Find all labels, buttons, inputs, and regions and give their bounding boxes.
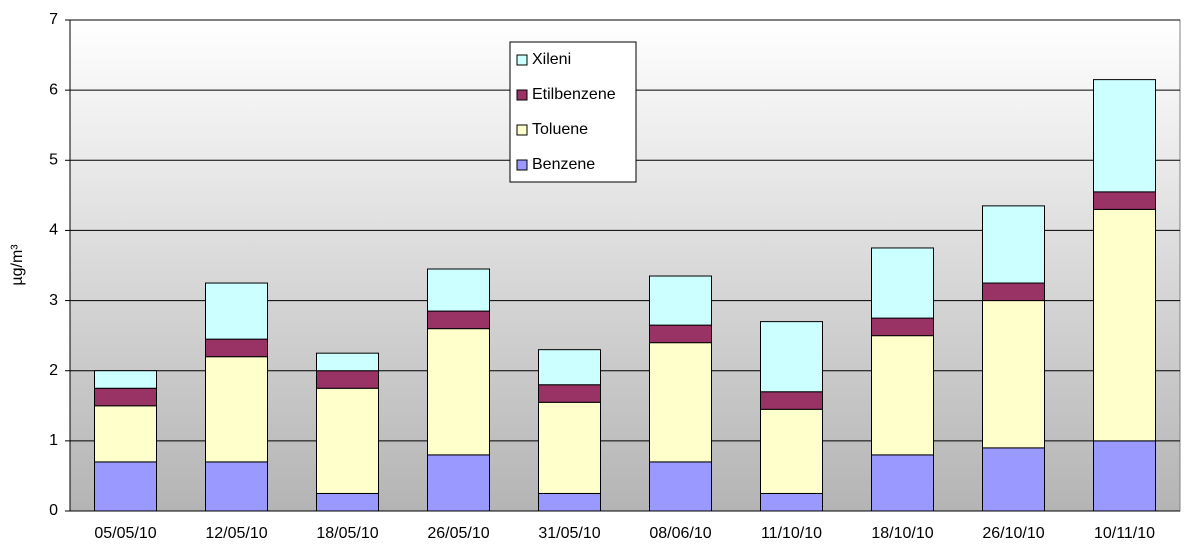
bar-segment: [427, 328, 490, 456]
bar-segment: [205, 282, 268, 340]
y-tick-label: 7: [49, 11, 58, 28]
bar-segment: [871, 317, 934, 337]
y-tick-label: 6: [49, 81, 58, 98]
y-tick-label: 0: [49, 502, 58, 519]
bar-segment: [649, 342, 712, 463]
bar-segment: [1093, 191, 1156, 210]
y-tick-label: 2: [49, 362, 58, 379]
bar-segment: [982, 300, 1045, 449]
bar-segment: [427, 310, 490, 330]
x-tick-label: 05/05/10: [94, 525, 156, 542]
bar-segment: [316, 492, 379, 512]
x-tick-label: 31/05/10: [538, 525, 600, 542]
bar-segment: [316, 387, 379, 494]
bar-segment: [94, 370, 157, 389]
y-tick-label: 1: [49, 432, 58, 449]
bar-segment: [205, 461, 268, 512]
bar-segment: [1093, 208, 1156, 442]
bar-segment: [427, 454, 490, 512]
bar-segment: [760, 492, 823, 512]
bar-segment: [982, 282, 1045, 302]
bar-segment: [760, 321, 823, 393]
legend-label: Xileni: [532, 51, 571, 68]
bar-segment: [94, 461, 157, 512]
bar-segment: [538, 349, 601, 386]
bar-segment: [316, 352, 379, 372]
legend-swatch: [516, 54, 528, 66]
bar-segment: [94, 405, 157, 463]
bar-segment: [982, 205, 1045, 284]
bar-segment: [538, 401, 601, 494]
x-tick-label: 11/10/10: [761, 525, 822, 542]
x-tick-label: 26/10/10: [982, 525, 1044, 542]
bar-segment: [871, 454, 934, 512]
y-tick-label: 4: [49, 222, 58, 239]
x-tick-label: 08/06/10: [649, 525, 711, 542]
bar-segment: [871, 247, 934, 319]
bar-segment: [538, 492, 601, 512]
bar-segment: [760, 408, 823, 494]
y-axis-label: µg/m³: [9, 244, 26, 286]
bar-segment: [982, 447, 1045, 512]
x-tick-label: 18/05/10: [316, 525, 378, 542]
x-tick-label: 12/05/10: [205, 525, 267, 542]
bar-segment: [205, 338, 268, 358]
x-tick-label: 26/05/10: [427, 525, 489, 542]
bar-segment: [649, 461, 712, 512]
legend-swatch: [516, 159, 528, 171]
x-tick-label: 18/10/10: [871, 525, 933, 542]
bar-segment: [538, 384, 601, 403]
bar-segment: [94, 387, 157, 407]
bar-segment: [760, 391, 823, 410]
bar-segment: [1093, 79, 1156, 193]
legend-label: Etilbenzene: [532, 86, 616, 103]
legend-swatch: [516, 89, 528, 101]
bar-segment: [205, 356, 268, 463]
bar-segment: [871, 335, 934, 456]
legend-box: [509, 41, 637, 183]
legend-swatch: [516, 124, 528, 136]
y-tick-label: 5: [49, 152, 58, 169]
legend-label: Benzene: [532, 156, 595, 173]
bar-segment: [427, 268, 490, 312]
x-tick-label: 10/11/10: [1094, 525, 1155, 542]
y-tick-label: 3: [49, 292, 58, 309]
bar-segment: [649, 324, 712, 344]
bar-segment: [1093, 440, 1156, 512]
bar-segment: [316, 370, 379, 389]
bar-segment: [649, 275, 712, 326]
legend-label: Toluene: [532, 121, 588, 138]
